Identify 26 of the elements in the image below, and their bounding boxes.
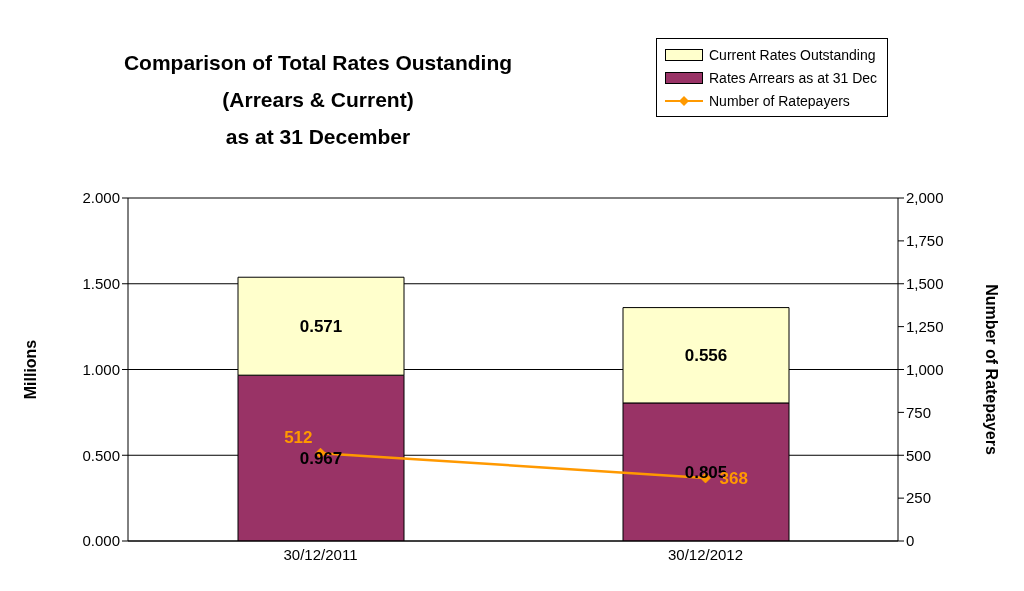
y2-tick-label: 500 bbox=[906, 446, 932, 464]
y-tick-label: 1.500 bbox=[82, 275, 120, 293]
data-label: 0.571 bbox=[299, 317, 343, 337]
y2-tick-label: 0 bbox=[906, 532, 915, 550]
legend-label: Current Rates Outstanding bbox=[709, 46, 876, 63]
y2-tick-label: 250 bbox=[906, 489, 932, 507]
y2-tick-label: 1,500 bbox=[906, 275, 944, 293]
data-label: 0.556 bbox=[684, 346, 728, 366]
x-tick-label: 30/12/2012 bbox=[667, 545, 744, 563]
y-tick-label: 1.000 bbox=[82, 360, 120, 378]
y2-axis-title: Number of Ratepayers bbox=[983, 284, 1001, 455]
legend-label: Number of Ratepayers bbox=[709, 92, 850, 109]
y-tick-label: 2.000 bbox=[82, 189, 120, 207]
chart-title: Comparison of Total Rates Oustanding (Arrears & Current) as at 31 December bbox=[122, 50, 514, 150]
y2-tick-label: 2,000 bbox=[906, 189, 944, 207]
data-label: 512 bbox=[284, 428, 313, 448]
legend-label: Rates Arrears as at 31 Dec bbox=[709, 69, 878, 86]
y-tick-label: 0.500 bbox=[82, 446, 120, 464]
y2-tick-label: 1,750 bbox=[906, 232, 944, 250]
y2-tick-label: 1,250 bbox=[906, 317, 944, 335]
y2-tick-label: 1,000 bbox=[906, 360, 944, 378]
y2-tick-label: 750 bbox=[906, 403, 932, 421]
y-axis-title: Millions bbox=[21, 339, 39, 400]
y-tick-label: 0.000 bbox=[82, 532, 120, 550]
data-label: 0.967 bbox=[299, 449, 343, 469]
x-tick-label: 30/12/2011 bbox=[283, 545, 358, 563]
